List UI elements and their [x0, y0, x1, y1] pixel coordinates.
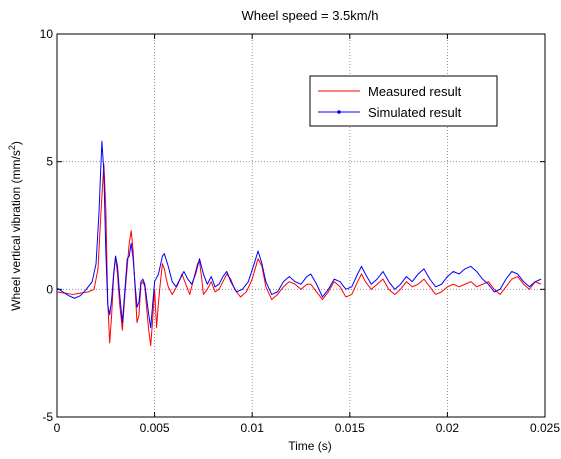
y-tick-label: 0 [46, 282, 53, 296]
series-line-simulated-result [56, 140, 542, 329]
y-axis-label-superscript: 2 [7, 145, 17, 150]
legend-box [309, 75, 498, 127]
y-tick-label: -5 [42, 410, 53, 424]
legend: Measured result Simulated result [309, 75, 498, 127]
axes-frame [56, 33, 546, 418]
legend-marker-simulated-result [337, 110, 341, 114]
chart-title: Wheel speed = 3.5km/h [242, 8, 379, 23]
x-tick-label: 0.02 [436, 421, 460, 435]
y-axis-label-main: Wheel vertical vibration (mm/s [9, 150, 23, 311]
x-tick-label: 0.015 [335, 421, 365, 435]
x-tick-label: 0.01 [241, 421, 265, 435]
series-group [56, 140, 542, 347]
x-axis-label: Time (s) [288, 439, 332, 453]
legend-label-measured-result: Measured result [368, 84, 462, 99]
x-tick-label: 0.025 [530, 421, 560, 435]
y-axis-label: Wheel vertical vibration (mm/s2) [7, 141, 23, 311]
x-tick-label: 0 [54, 421, 61, 435]
y-axis-label-end: ) [9, 141, 23, 145]
y-tick-label: 5 [46, 155, 53, 169]
y-tick-label: 10 [40, 27, 54, 41]
x-tick-label: 0.005 [140, 421, 170, 435]
legend-label-simulated-result: Simulated result [368, 105, 462, 120]
